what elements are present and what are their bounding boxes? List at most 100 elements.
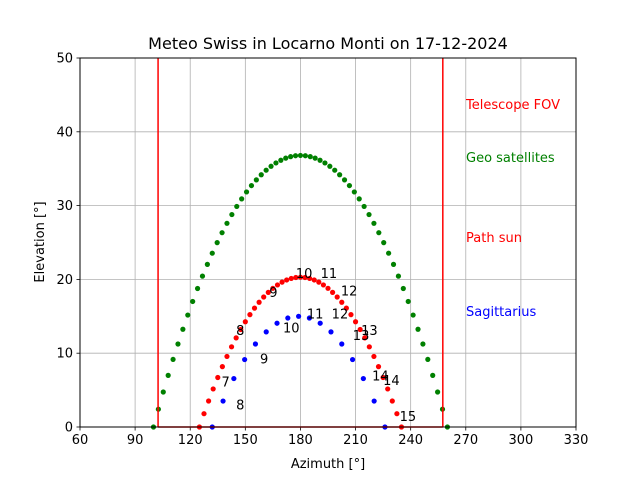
hour-annotation: 8 — [236, 398, 244, 413]
data-point — [366, 344, 372, 350]
data-point — [231, 375, 237, 382]
data-point — [341, 177, 348, 183]
data-point — [265, 289, 271, 295]
data-point — [389, 398, 395, 404]
hour-annotation: 12 — [341, 285, 358, 300]
y-tick-label: 20 — [56, 273, 73, 288]
data-point — [371, 398, 377, 404]
data-point — [361, 203, 367, 210]
data-point — [302, 274, 308, 281]
y-axis-label: Elevation [°] — [33, 201, 48, 282]
data-point — [320, 282, 327, 288]
data-point — [288, 275, 294, 282]
data-point — [385, 386, 391, 392]
data-point — [352, 319, 359, 325]
data-point — [251, 305, 258, 311]
data-point — [247, 312, 253, 318]
data-point — [346, 182, 353, 189]
x-axis-label: Azimuth [°] — [291, 457, 365, 472]
hour-annotation: 10 — [296, 267, 313, 282]
y-tick-label: 30 — [56, 199, 73, 214]
hour-annotation: 7 — [221, 375, 229, 390]
y-tick-label: 40 — [56, 125, 73, 140]
data-point — [405, 298, 411, 305]
data-point — [285, 315, 291, 321]
data-point — [210, 386, 216, 392]
data-point — [214, 240, 220, 246]
legend: Telescope FOV Geo satellites Path sun Sagit… — [465, 98, 560, 320]
data-point — [194, 285, 201, 292]
data-point — [252, 341, 259, 347]
data-point — [312, 155, 318, 161]
data-point — [219, 364, 225, 370]
data-point — [339, 341, 345, 347]
legend-label: Geo satellites — [466, 151, 555, 166]
data-point — [263, 167, 269, 173]
data-point — [371, 353, 377, 360]
data-point — [410, 312, 416, 318]
series-path-sun — [196, 274, 405, 430]
data-point — [316, 279, 322, 285]
hour-annotation: 13 — [361, 324, 378, 339]
data-point — [380, 374, 386, 381]
data-point — [360, 375, 366, 382]
data-point — [430, 372, 436, 378]
data-point — [332, 167, 338, 173]
data-point — [270, 285, 276, 291]
y-tick-label: 0 — [65, 421, 73, 436]
x-tick-label: 240 — [398, 433, 423, 448]
x-tick-label: 60 — [72, 433, 89, 448]
hour-annotation: 8 — [236, 324, 244, 339]
data-point — [233, 335, 239, 341]
data-point — [288, 154, 294, 160]
data-point — [390, 261, 397, 267]
x-tick-label: 330 — [564, 433, 589, 448]
data-point — [329, 289, 336, 295]
data-point — [224, 353, 230, 360]
data-point — [349, 356, 356, 363]
data-point — [224, 220, 230, 226]
data-point — [307, 154, 313, 160]
data-point — [201, 411, 207, 417]
hour-annotation: 12 — [332, 308, 349, 323]
data-point — [205, 398, 212, 404]
data-point — [180, 326, 186, 332]
data-point — [253, 177, 259, 183]
data-point — [351, 189, 357, 195]
data-point — [283, 155, 289, 161]
data-point — [334, 294, 340, 300]
hour-annotation: 11 — [321, 267, 338, 282]
data-point — [357, 326, 363, 333]
data-point — [306, 315, 312, 321]
data-point — [274, 282, 281, 288]
data-point — [337, 172, 343, 178]
legend-label: Sagittarius — [466, 305, 536, 320]
data-point — [307, 275, 313, 282]
axis-ticks: 60 90 120 150 180 210 240 270 300 330 0 10 20 30 40 50 — [56, 52, 588, 449]
data-point — [199, 273, 206, 279]
data-point — [343, 305, 349, 311]
data-point — [242, 319, 248, 325]
data-point — [261, 294, 267, 300]
data-point — [362, 335, 368, 341]
x-tick-label: 150 — [233, 433, 258, 448]
series-geo-satellites — [150, 152, 451, 430]
hour-annotation: 14 — [383, 374, 400, 389]
data-point — [242, 356, 248, 363]
series-sagittarius — [209, 313, 388, 430]
data-point — [278, 157, 284, 163]
data-point — [296, 313, 302, 319]
data-point — [302, 153, 308, 159]
data-point — [325, 285, 331, 291]
x-tick-label: 300 — [508, 433, 533, 448]
data-point — [375, 364, 382, 370]
data-point — [293, 274, 299, 281]
data-point — [219, 230, 225, 236]
data-point — [238, 326, 244, 333]
data-point — [229, 211, 235, 218]
data-point — [328, 329, 334, 335]
data-point — [420, 341, 426, 347]
data-point — [228, 344, 235, 350]
